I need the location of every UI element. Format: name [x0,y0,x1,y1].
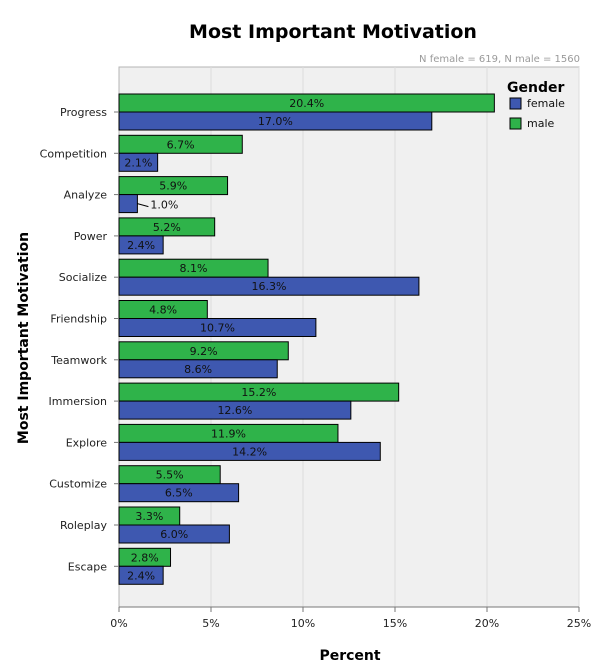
bar-female [118,565,164,585]
data-label-female: 2.4% [127,239,155,252]
bar-female [118,111,433,131]
bar-female [118,359,278,379]
data-label-male: 2.8% [131,551,159,564]
data-label-male: 8.1% [180,262,208,275]
bar-male [118,134,243,154]
data-label-female: 2.4% [127,569,155,582]
data-label-male: 20.4% [289,97,324,110]
bar-female [118,276,420,296]
category-label: Immersion [49,395,107,408]
data-label-female: 10.7% [200,322,235,335]
legend-swatch-female [509,97,522,110]
category-label: Customize [49,478,107,491]
bar-female [118,441,381,461]
chart-title: Most Important Motivation [189,21,477,43]
data-label-male: 3.3% [135,510,163,523]
category-labels: Progress Competition Analyze Power Socialize… [40,106,119,573]
data-label-male: 11.9% [211,427,246,440]
bar-male [118,217,216,237]
legend-title: Gender [507,80,564,96]
x-tick-label: 5% [202,617,219,630]
bar-female [118,318,317,337]
data-label-female: 16.3% [251,280,286,293]
category-label: Power [74,230,108,243]
data-label-male: 5.9% [159,180,187,193]
data-label-male: 9.2% [190,345,218,358]
data-label-female: 14.2% [232,445,267,458]
bars-group: 20.4% 17.0% 6.7% 2.1% 5.9% 1.0% 5.2% 2.4% 8.1% 16… [118,93,495,585]
x-tick-label: 25% [567,617,591,630]
category-label: Teamwork [50,354,107,367]
x-tick-label: 0% [110,617,127,630]
category-label: Progress [60,106,107,119]
legend: Gender female male [507,80,565,130]
data-label-male: 6.7% [167,138,195,151]
legend-label-female: female [527,97,565,110]
data-label-female: 6.0% [160,528,188,541]
bar-female [118,235,164,255]
x-tick-label: 20% [475,617,499,630]
legend-label-male: male [527,117,555,130]
x-axis-title: Percent [319,648,380,664]
data-label-male: 15.2% [241,386,276,399]
category-label: Explore [66,436,108,449]
data-label-male: 4.8% [149,304,177,317]
data-label-leader [137,203,149,208]
category-label: Escape [68,560,107,573]
data-label-female: 6.5% [165,487,193,500]
y-axis-title: Most Important Motivation [16,232,32,444]
x-tick-label: 10% [291,617,315,630]
bar-female [118,194,138,214]
x-tick-label: 15% [383,617,407,630]
category-label: Roleplay [60,519,107,532]
bar-female [118,483,240,503]
category-label: Friendship [50,313,107,326]
category-label: Analyze [64,189,108,202]
data-label-male: 5.5% [156,469,184,482]
data-label-female: 12.6% [217,404,252,417]
chart-subtitle: N female = 619, N male = 1560 [419,54,580,65]
data-label-female: 1.0% [150,199,178,212]
data-label-female: 17.0% [258,115,293,128]
bar-female [118,152,159,172]
legend-swatch-male [509,117,522,130]
category-label: Socialize [59,271,107,284]
data-label-female: 2.1% [124,156,152,169]
data-label-male: 5.2% [153,221,181,234]
bar-female [118,400,352,420]
category-label: Competition [40,147,107,160]
x-axis-ticks: 0% 5% 10% 15% 20% 25% [110,607,591,630]
bar-female [118,524,230,544]
data-label-female: 8.6% [184,363,212,376]
bar-male [118,176,229,196]
